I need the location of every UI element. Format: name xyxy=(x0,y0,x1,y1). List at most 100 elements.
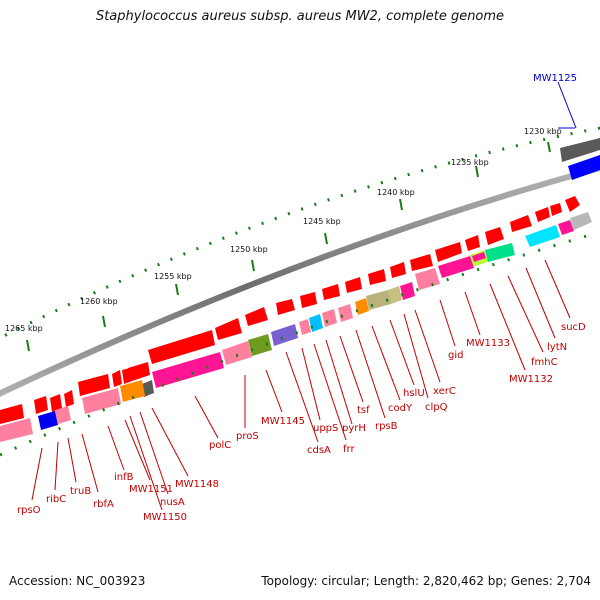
gene-arrow[interactable] xyxy=(410,254,433,271)
gene-label[interactable]: xerC xyxy=(433,386,456,397)
gene-arrow[interactable] xyxy=(78,374,110,396)
gene-arrow[interactable] xyxy=(152,352,224,388)
gene-label[interactable]: cdsA xyxy=(307,445,331,456)
gene-arrow[interactable] xyxy=(148,330,215,364)
gene-label[interactable]: codY xyxy=(388,403,413,414)
gene-arrow[interactable] xyxy=(0,404,24,424)
gene-arrow[interactable] xyxy=(122,368,132,384)
gene-arrow[interactable] xyxy=(472,252,486,262)
gene-arrow[interactable] xyxy=(0,418,33,442)
connector xyxy=(544,259,571,319)
gene-arrow[interactable] xyxy=(309,314,323,332)
gene-label[interactable]: MW1125 xyxy=(533,73,577,84)
connector xyxy=(54,441,59,491)
connector xyxy=(107,425,125,471)
gene-arrow[interactable] xyxy=(338,304,353,322)
gene-arrow[interactable] xyxy=(485,243,515,262)
gene-arrow[interactable] xyxy=(248,334,272,356)
gene-arrow[interactable] xyxy=(50,394,62,412)
gene-label[interactable]: proS xyxy=(236,431,259,442)
gene-label[interactable]: rpsO xyxy=(17,505,41,516)
gene-labels: MW1125 sucD lytN fmhC MW1132 MW1133 gid … xyxy=(17,73,586,523)
gene-arrow[interactable] xyxy=(565,196,580,212)
gene-arrow[interactable] xyxy=(142,380,154,397)
gene-arrow[interactable] xyxy=(570,212,592,230)
gene-arrow[interactable] xyxy=(465,235,480,251)
genome-summary: Topology: circular; Length: 2,820,462 bp… xyxy=(261,574,591,588)
gene-arrow[interactable] xyxy=(415,268,440,290)
gene-label[interactable]: lytN xyxy=(547,342,567,353)
gene-arrow[interactable] xyxy=(485,227,504,245)
gene-arrow[interactable] xyxy=(560,138,600,162)
gene-label[interactable]: frr xyxy=(343,444,355,455)
gene-arrow[interactable] xyxy=(82,388,121,414)
gene-label[interactable]: sucD xyxy=(561,322,586,333)
gene-arrow[interactable] xyxy=(558,220,574,235)
gene-arrow[interactable] xyxy=(222,341,252,365)
scale-label: 1250 kbp xyxy=(230,245,268,254)
gene-label[interactable]: pyrH xyxy=(342,423,366,434)
connector xyxy=(139,411,169,495)
gene-arrow[interactable] xyxy=(245,307,268,326)
gene-arrow[interactable] xyxy=(322,284,340,300)
major-tick xyxy=(547,141,551,153)
gene-label[interactable]: gid xyxy=(448,350,463,361)
gene-label[interactable]: ribC xyxy=(46,494,66,505)
connector xyxy=(124,419,151,481)
gene-arrow[interactable] xyxy=(510,215,532,232)
gene-label[interactable]: MW1133 xyxy=(466,338,510,349)
gene-arrow[interactable] xyxy=(55,406,71,424)
gene-arrow[interactable] xyxy=(388,286,402,304)
gene-arrow[interactable] xyxy=(525,225,560,247)
gene-arrow[interactable] xyxy=(120,380,145,402)
gene-label[interactable]: uppS xyxy=(313,423,338,434)
gene-arrow[interactable] xyxy=(271,324,298,346)
gene-arrow[interactable] xyxy=(34,396,48,414)
gene-label[interactable]: clpQ xyxy=(425,402,448,413)
connector xyxy=(389,319,415,386)
gene-arrow[interactable] xyxy=(300,292,317,308)
gene-label[interactable]: infB xyxy=(114,472,134,483)
gene-arrow[interactable] xyxy=(322,309,337,327)
gene-arrow[interactable] xyxy=(400,282,415,300)
gene-arrow[interactable] xyxy=(276,299,295,315)
gene-arrow[interactable] xyxy=(368,269,386,285)
gene-arrow[interactable] xyxy=(112,370,122,387)
gene-label[interactable]: rbfA xyxy=(93,499,114,510)
major-ticks xyxy=(26,141,551,352)
gene-label[interactable]: fmhC xyxy=(531,357,558,368)
gene-arrow[interactable] xyxy=(550,203,562,216)
gene-arrow[interactable] xyxy=(299,319,311,335)
gene-arrow[interactable] xyxy=(215,318,242,340)
gene-label[interactable]: tsf xyxy=(357,405,370,416)
connector xyxy=(301,347,321,421)
connector xyxy=(507,275,544,353)
gene-arrow[interactable] xyxy=(355,298,369,315)
gene-label[interactable]: MW1148 xyxy=(175,479,219,490)
major-tick xyxy=(102,315,106,328)
reverse-strand-genes xyxy=(0,212,592,442)
gene-label[interactable]: MW1151 xyxy=(129,484,173,495)
gene-label[interactable]: rpsB xyxy=(375,421,398,432)
gene-label[interactable]: MW1150 xyxy=(143,512,187,523)
connector xyxy=(355,329,386,419)
gene-arrow[interactable] xyxy=(435,242,462,262)
gene-label[interactable]: MW1145 xyxy=(261,416,305,427)
gene-arrow[interactable] xyxy=(64,390,74,407)
gene-label[interactable]: hslU xyxy=(403,388,425,399)
connector xyxy=(67,437,77,483)
gene-label[interactable]: nusA xyxy=(160,497,185,508)
gene-arrow[interactable] xyxy=(345,277,362,293)
connector xyxy=(371,325,401,401)
major-tick xyxy=(324,232,328,245)
gene-arrow[interactable] xyxy=(438,256,474,278)
gene-label[interactable]: truB xyxy=(70,486,91,497)
gene-arrow[interactable] xyxy=(390,262,406,278)
major-tick xyxy=(251,259,255,272)
gene-arrow[interactable] xyxy=(568,155,600,180)
gene-label[interactable]: MW1132 xyxy=(509,374,553,385)
gene-arrow[interactable] xyxy=(128,362,150,381)
gene-label[interactable]: polC xyxy=(209,440,231,451)
gene-arrow[interactable] xyxy=(535,207,550,222)
gene-arrow[interactable] xyxy=(38,411,58,430)
